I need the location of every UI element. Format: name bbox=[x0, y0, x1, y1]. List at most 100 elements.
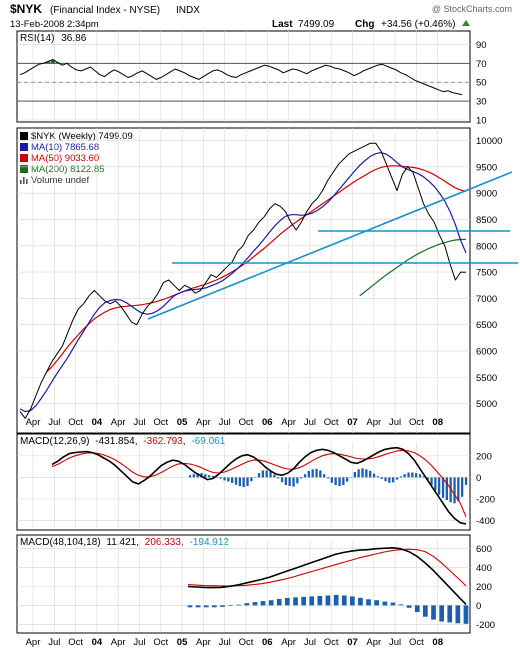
macd-long-hist-bar bbox=[382, 601, 388, 606]
macd-long-hist-bar bbox=[317, 595, 323, 606]
macd-short-hist-bar bbox=[261, 470, 264, 478]
ma200-line bbox=[359, 238, 467, 297]
macd-short-hist-bar bbox=[296, 477, 299, 484]
macd-long-hist: -194.912 bbox=[190, 537, 230, 548]
macd-short-hist-bar bbox=[219, 477, 222, 479]
macd-long-hist-bar bbox=[236, 604, 241, 606]
macd-short-hist-bar bbox=[384, 477, 387, 482]
macd-short-hist-bar bbox=[227, 477, 230, 482]
rsi-label: RSI(14) bbox=[20, 33, 54, 44]
macd-short-hist-bar bbox=[418, 474, 422, 478]
macd-short-tick-label: 200 bbox=[476, 451, 492, 462]
macd-short-hist-bar bbox=[238, 477, 241, 486]
macd-short-hist-bar bbox=[434, 477, 437, 491]
macd-long-tick-label: 400 bbox=[476, 563, 492, 574]
macd-long-hist-bar bbox=[309, 596, 315, 606]
legend-swatch-ma200 bbox=[20, 165, 28, 173]
x-label-bottom: Jul bbox=[304, 637, 316, 648]
macd-short-hist-bar bbox=[388, 477, 391, 483]
macd-short-hist-bar bbox=[376, 476, 379, 478]
macd-long-hist-bar bbox=[252, 602, 258, 606]
macd-long-hist-bar bbox=[406, 605, 412, 608]
macd-short-tick-label: 0 bbox=[476, 473, 481, 484]
price-tick-label: 5500 bbox=[476, 373, 497, 384]
x-label-mid: Apr bbox=[111, 417, 126, 428]
macd-long-hist-bar bbox=[187, 605, 193, 608]
rsi-tick-label: 30 bbox=[476, 97, 487, 108]
macd-short-hist-bar bbox=[277, 477, 280, 479]
macd-short-hist-bar bbox=[399, 476, 402, 478]
legend-swatch-price bbox=[20, 132, 28, 140]
macd-short-hist-bar bbox=[441, 477, 445, 498]
macd-short-hist-bar bbox=[326, 477, 330, 479]
macd-short-hist-bar bbox=[457, 477, 460, 502]
price-tick-label: 9000 bbox=[476, 189, 497, 200]
price-line bbox=[19, 142, 467, 419]
rsi-tick-label: 70 bbox=[476, 59, 487, 70]
macd-short-hist-bar bbox=[334, 477, 337, 485]
macd-short-marks: 200 0 -200 -400 bbox=[17, 442, 495, 529]
x-label-mid: 06 bbox=[262, 417, 273, 428]
macd-long-tick-label: 0 bbox=[476, 601, 481, 612]
macd-long-hist-bar bbox=[374, 600, 379, 606]
macd-short-hist-bar bbox=[284, 477, 287, 485]
x-label-bottom: Apr bbox=[281, 637, 296, 648]
macd-short-hist-bar bbox=[300, 477, 303, 479]
macd-long-hist-bar bbox=[325, 595, 331, 606]
macd-long-hist-bar bbox=[276, 599, 282, 606]
x-label-mid: Jul bbox=[304, 417, 316, 428]
x-label-mid: Oct bbox=[324, 417, 339, 428]
macd-short-hist-bar bbox=[250, 477, 253, 482]
macd-short-hist-bar bbox=[269, 471, 272, 478]
x-label-mid: Oct bbox=[153, 417, 168, 428]
x-label-bottom: Jul bbox=[389, 637, 401, 648]
macd-long-hist-bar bbox=[195, 605, 201, 608]
x-label-bottom: Apr bbox=[366, 637, 381, 648]
rsi-value: 36.86 bbox=[61, 33, 86, 44]
macd-short-hist-bar bbox=[273, 474, 276, 478]
macd-long-hist-bar bbox=[398, 604, 404, 606]
price-legend: $NYK (Weekly) 7499.09 MA(10) 7865.68 MA(… bbox=[20, 131, 133, 186]
x-label-mid: Jul bbox=[219, 417, 231, 428]
macd-short-hist-bar bbox=[438, 477, 441, 495]
legend-volume: Volume undef bbox=[31, 175, 89, 186]
price-tick-label: 5000 bbox=[476, 399, 497, 410]
rsi-line bbox=[19, 59, 463, 96]
rsi-panel: RSI(14) 36.86 bbox=[16, 30, 471, 123]
legend-price: $NYK (Weekly) 7499.09 bbox=[31, 131, 133, 142]
macd-long-hist-bar bbox=[228, 605, 233, 606]
macd-long-hist-bar bbox=[350, 596, 355, 606]
x-label-mid: Apr bbox=[26, 417, 41, 428]
macd-short-hist-bar bbox=[407, 472, 410, 478]
index-name: (Financial Index - NYSE) bbox=[50, 5, 160, 16]
x-label-bottom: 05 bbox=[177, 637, 188, 648]
last-label: Last bbox=[272, 19, 293, 30]
macd-long-hist-bar bbox=[293, 597, 298, 606]
x-label-bottom: 07 bbox=[347, 637, 358, 648]
macd-long-hist-bar bbox=[285, 598, 290, 606]
macd-short-hist-bar bbox=[415, 473, 418, 478]
macd-short-hist-bar bbox=[303, 474, 307, 478]
macd-short-hist-bar bbox=[338, 477, 341, 486]
x-label-mid: Jul bbox=[48, 417, 60, 428]
macd-short-hist-bar bbox=[319, 470, 322, 478]
macd-short-hist-bar bbox=[231, 477, 234, 483]
rsi-tick-label: 10 bbox=[476, 116, 487, 127]
x-label-mid: Oct bbox=[68, 417, 83, 428]
macd-short-hist-bar bbox=[346, 477, 349, 482]
macd-short-hist-bar bbox=[254, 476, 257, 478]
x-label-mid: 05 bbox=[177, 417, 188, 428]
x-label-bottom: Oct bbox=[409, 637, 424, 648]
macd-short-hist-bar bbox=[464, 477, 468, 485]
macd-long-marks: 600 400 200 0 -200 bbox=[17, 541, 495, 632]
macd-long-value: 11.421 bbox=[106, 537, 136, 548]
macd-short-hist-bar bbox=[280, 477, 284, 483]
x-label-mid: Oct bbox=[409, 417, 424, 428]
macd-short-hist-bar bbox=[369, 470, 372, 478]
macd-short-hist-bar bbox=[372, 473, 376, 478]
legend-ma10: MA(10) 7865.68 bbox=[31, 142, 99, 153]
macd-short-value: -431.854 bbox=[95, 436, 135, 447]
macd-short-hist-bar bbox=[215, 477, 218, 478]
macd-long-hist-bar bbox=[341, 595, 347, 606]
macd-long-macd-line bbox=[187, 547, 467, 605]
